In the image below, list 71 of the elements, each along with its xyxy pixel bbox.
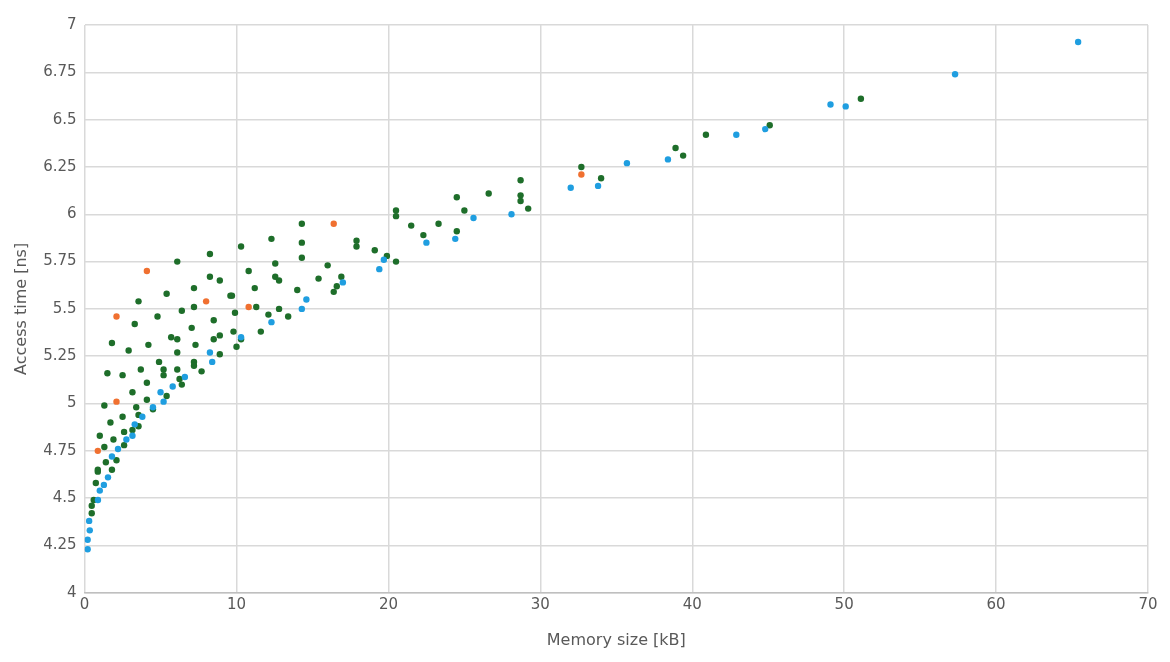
point xyxy=(181,373,189,381)
x-tick-label: 20 xyxy=(378,594,398,613)
x-tick-label: 60 xyxy=(986,594,1006,613)
x-tick-label: 0 xyxy=(79,594,90,613)
point xyxy=(733,131,740,138)
point xyxy=(129,432,136,439)
y-tick-label: 6.75 xyxy=(43,62,77,81)
point xyxy=(108,453,116,460)
point xyxy=(100,481,108,489)
y-tick-label: 5.5 xyxy=(52,298,77,317)
point xyxy=(104,474,112,481)
x-axis-title: Memory size [kB] xyxy=(546,629,686,649)
point xyxy=(339,279,347,286)
point xyxy=(94,447,102,455)
y-axis-title: Access time [ns] xyxy=(10,242,30,375)
point xyxy=(169,383,176,390)
x-tick-label: 40 xyxy=(682,594,702,613)
point xyxy=(470,214,477,222)
point xyxy=(594,182,602,190)
point xyxy=(298,305,306,313)
point xyxy=(209,358,216,366)
point xyxy=(761,125,769,133)
y-tick-label: 6 xyxy=(67,204,77,223)
y-tick-label: 7 xyxy=(67,14,77,33)
point xyxy=(245,303,252,311)
x-tick-label: 10 xyxy=(226,594,247,613)
point xyxy=(157,388,164,396)
point xyxy=(623,159,631,167)
point xyxy=(94,496,102,504)
y-tick-label: 5 xyxy=(67,393,77,412)
y-tick-label: 5.75 xyxy=(43,251,77,270)
point xyxy=(202,298,210,305)
point xyxy=(842,103,849,110)
x-tick-label: 30 xyxy=(530,594,550,613)
point xyxy=(131,421,138,428)
point xyxy=(206,349,214,356)
point xyxy=(330,220,337,227)
y-tick-label: 4.25 xyxy=(43,535,77,554)
point xyxy=(139,413,146,420)
point xyxy=(380,256,388,263)
point xyxy=(423,239,430,246)
point xyxy=(567,184,574,191)
point xyxy=(268,318,275,326)
point xyxy=(85,517,93,525)
point xyxy=(143,267,151,275)
point xyxy=(84,536,91,544)
point xyxy=(951,71,959,78)
y-tick-label: 4.5 xyxy=(52,488,77,507)
point xyxy=(376,265,383,273)
y-tick-label: 6.5 xyxy=(52,109,77,128)
x-tick-label: 70 xyxy=(1138,594,1158,613)
point xyxy=(113,398,120,405)
point xyxy=(96,487,103,494)
y-tick-label: 5.25 xyxy=(43,346,77,365)
point xyxy=(827,101,834,108)
point xyxy=(86,527,93,534)
point xyxy=(452,235,459,243)
y-tick-label: 4.75 xyxy=(43,440,77,459)
point xyxy=(664,156,672,163)
point xyxy=(578,171,585,178)
point xyxy=(160,398,167,405)
point xyxy=(508,211,515,218)
point xyxy=(303,296,310,303)
x-tick-label: 50 xyxy=(834,594,854,613)
point xyxy=(123,436,130,443)
point xyxy=(84,546,91,553)
y-tick-label: 4 xyxy=(67,582,77,601)
point xyxy=(113,313,120,320)
point xyxy=(114,445,122,453)
point xyxy=(1074,38,1082,46)
y-tick-label: 6.25 xyxy=(43,156,77,175)
